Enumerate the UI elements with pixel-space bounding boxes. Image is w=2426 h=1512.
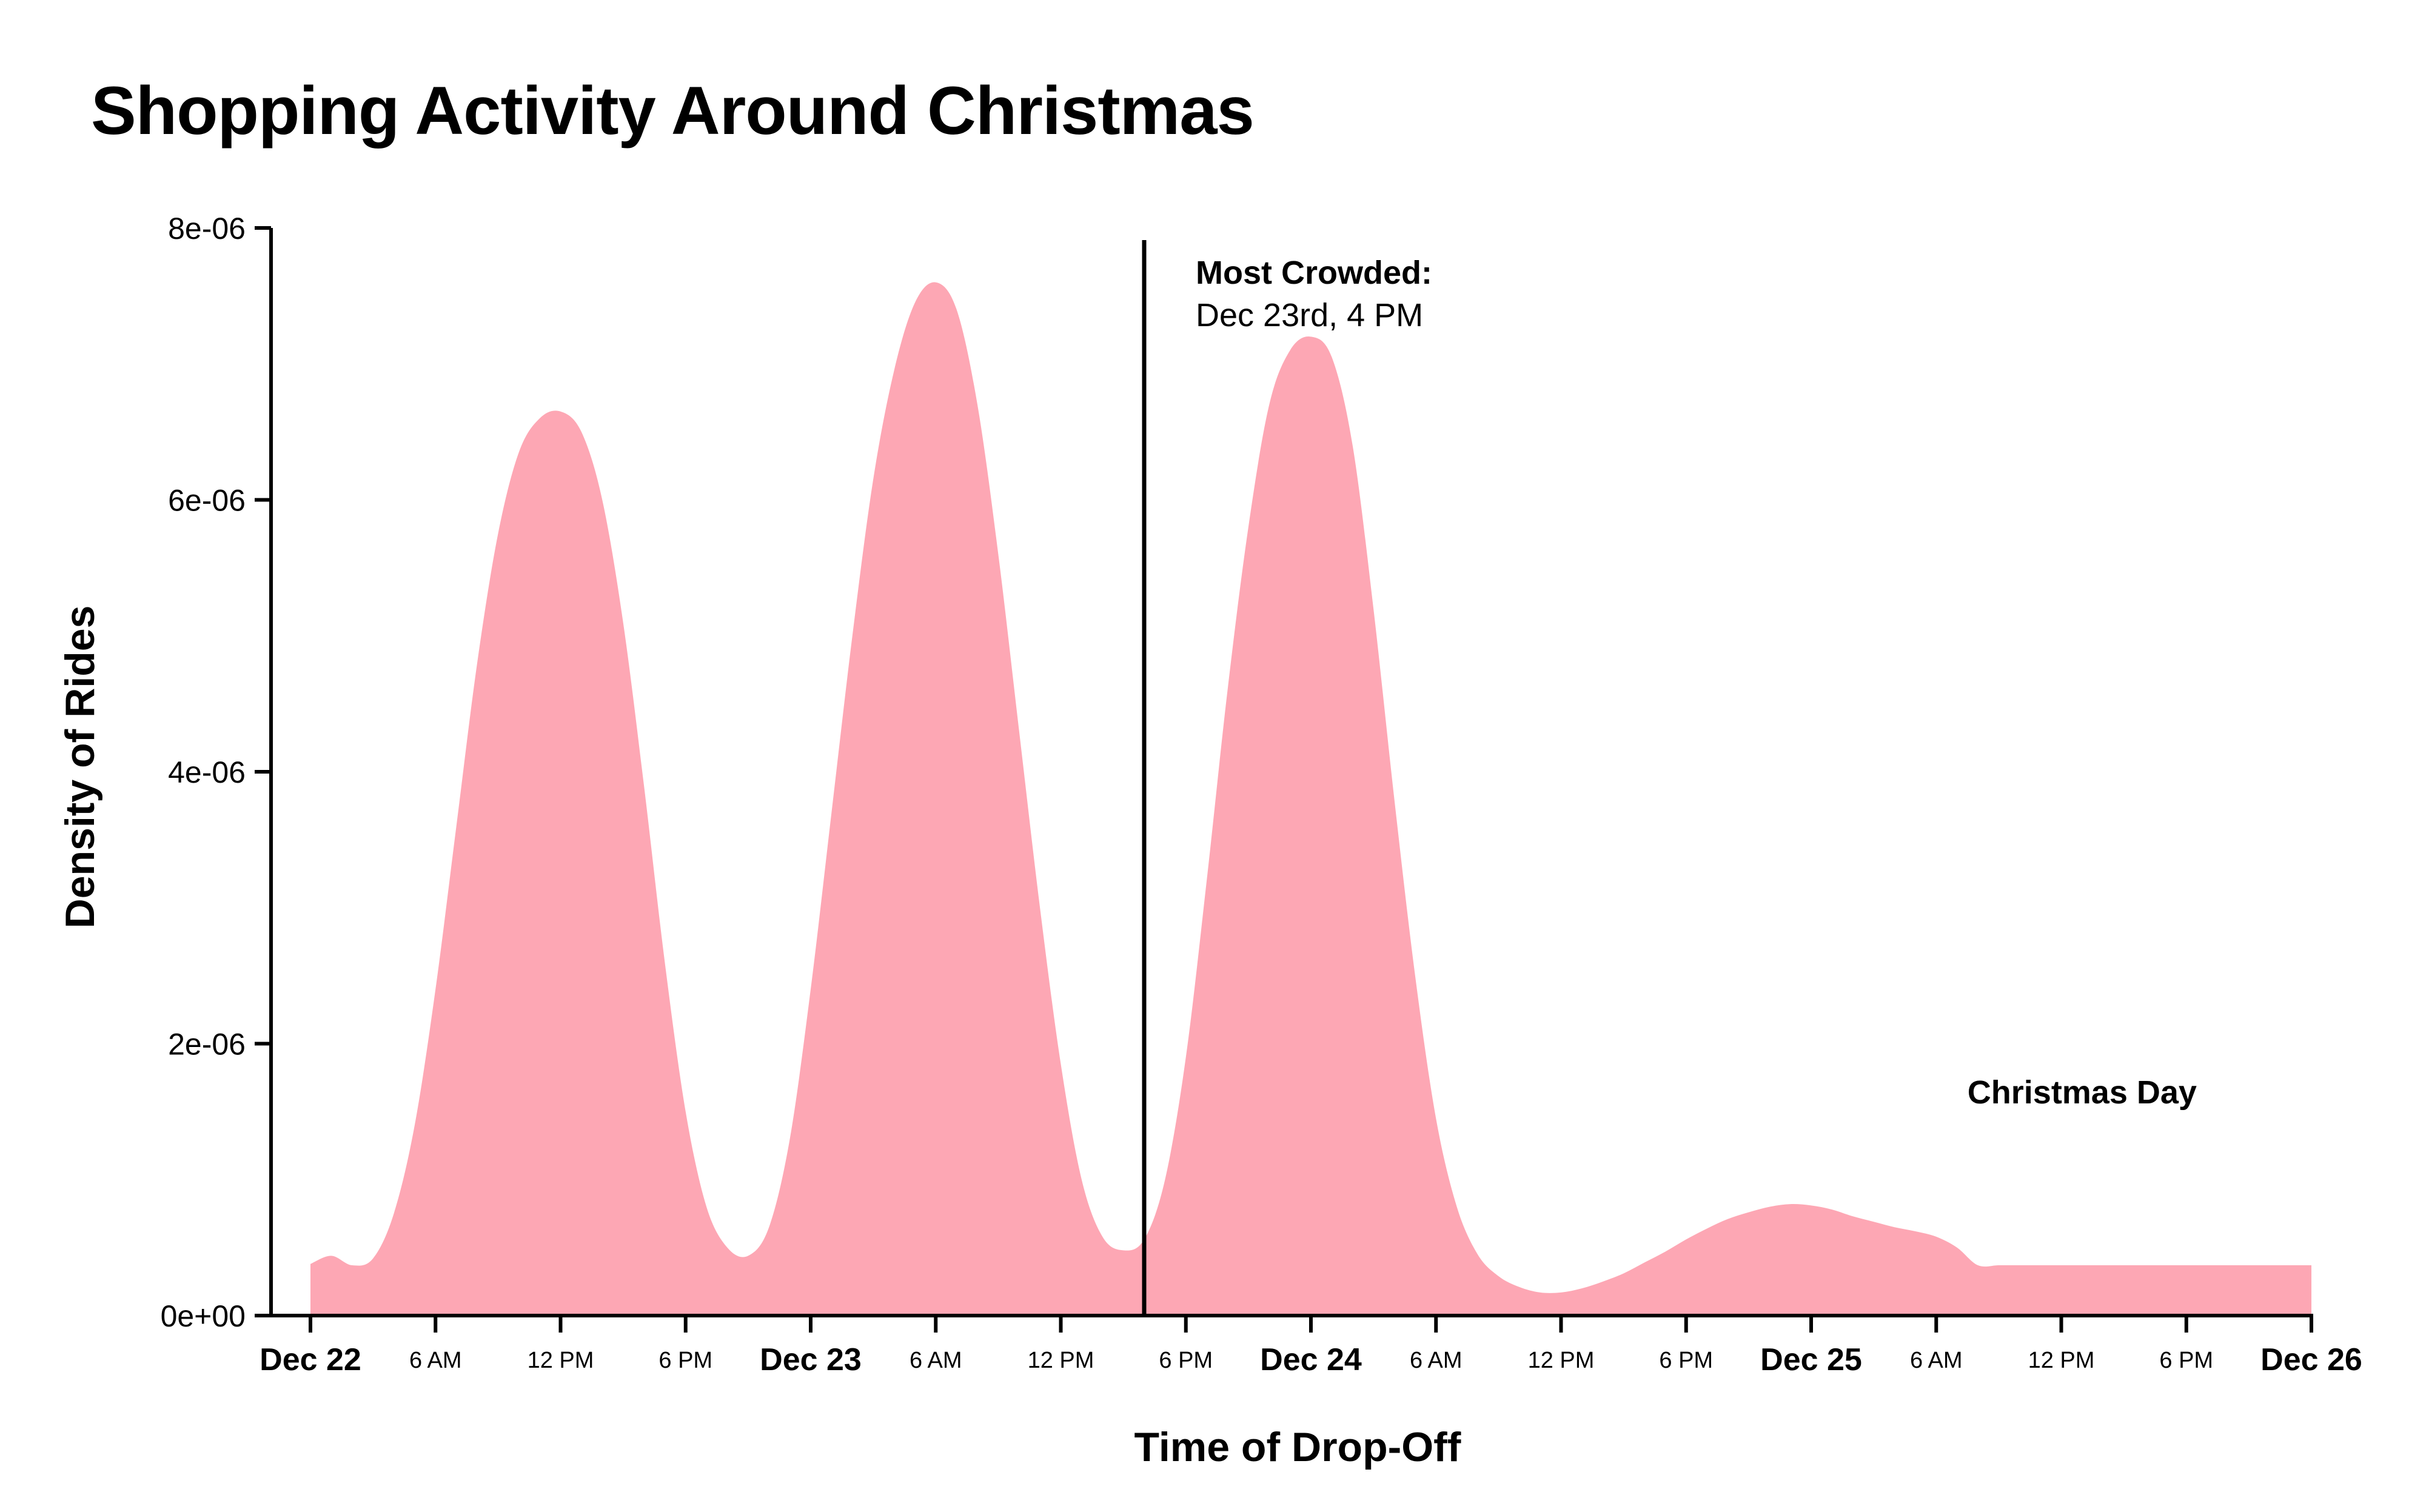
x-tick-label-13: 6 AM: [1910, 1348, 1963, 1373]
x-tick-label-15: 6 PM: [2159, 1348, 2213, 1373]
annotation-layer: Most Crowded: Dec 23rd, 4 PM Christmas Day: [1142, 240, 2197, 1316]
area-layer: [310, 282, 2311, 1316]
x-tick-label-4: Dec 23: [760, 1342, 862, 1377]
x-tick-label-10: 12 PM: [1528, 1348, 1595, 1373]
x-tick-label-12: Dec 25: [1760, 1342, 1862, 1377]
x-tick-label-9: 6 AM: [1410, 1348, 1463, 1373]
peak-annotation-text: Dec 23rd, 4 PM: [1196, 297, 1423, 333]
x-tick-label-8: Dec 24: [1260, 1342, 1362, 1377]
y-tick-label-3: 6e-06: [168, 484, 246, 518]
y-tick-label-2: 4e-06: [168, 755, 246, 789]
density-area-series-0: [310, 282, 2311, 1316]
y-tick-label-1: 2e-06: [168, 1028, 246, 1062]
x-tick-label-3: 6 PM: [658, 1348, 712, 1373]
x-axis-title: Time of Drop-Off: [1134, 1424, 1461, 1470]
y-tick-label-4: 8e-06: [168, 212, 246, 246]
x-tick-label-11: 6 PM: [1659, 1348, 1713, 1373]
peak-annotation-title: Most Crowded:: [1196, 255, 1432, 291]
christmas-day-label: Christmas Day: [1968, 1074, 2197, 1111]
x-tick-label-1: 6 AM: [409, 1348, 462, 1373]
x-tick-label-14: 12 PM: [2028, 1348, 2095, 1373]
ticks-layer: 0e+00 2e-06 4e-06 6e-06 8e-06 Dec 22 6 AM 12 PM…: [161, 212, 2362, 1377]
chart-title: Shopping Activity Around Christmas: [91, 73, 1255, 149]
x-tick-label-0: Dec 22: [260, 1342, 361, 1377]
x-tick-label-16: Dec 26: [2260, 1342, 2362, 1377]
x-tick-label-2: 12 PM: [528, 1348, 594, 1373]
x-tick-label-7: 6 PM: [1159, 1348, 1213, 1373]
y-axis-title: Density of Rides: [57, 606, 103, 929]
x-tick-label-6: 12 PM: [1028, 1348, 1094, 1373]
y-tick-label-0: 0e+00: [161, 1299, 246, 1333]
x-tick-label-5: 6 AM: [910, 1348, 962, 1373]
